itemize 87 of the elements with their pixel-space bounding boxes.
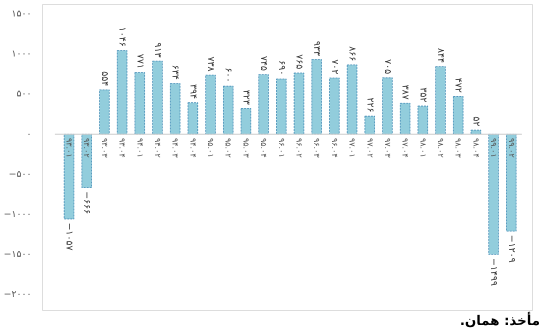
x-tick-label: ۹۸.۰۴ <box>471 138 480 158</box>
data-label: ۱۰۴۶ <box>116 26 128 47</box>
x-tick-label: ۹۹.۰۱ <box>489 138 498 158</box>
data-label: ۲۲۶ <box>364 97 376 112</box>
data-label: ۵۲ <box>470 116 482 126</box>
bar <box>329 78 340 135</box>
bar <box>222 86 234 135</box>
data-label: ۳۸۷ <box>400 84 411 100</box>
data-label: −۱۴۹۹ <box>488 258 500 286</box>
data-label: ۷۰۲ <box>328 59 340 74</box>
bar <box>64 134 74 220</box>
data-label: ۷۴۵ <box>258 56 270 71</box>
bar <box>81 134 92 188</box>
data-label: ۷۶۵ <box>294 54 304 70</box>
data-label: ۳۲۳ <box>240 90 252 105</box>
x-tick-label: ۹۸.۰۱ <box>418 138 428 158</box>
x-tick-label: ۹۴.۰۴ <box>188 138 198 158</box>
x-tick-label: ۹۳.۰۴ <box>118 138 127 158</box>
data-label: ۶۰۰ <box>222 68 234 83</box>
bar <box>364 116 376 135</box>
y-tick-label: −۲۰۰۰ <box>4 288 32 300</box>
y-tick-label: ۱۵۰۰ <box>11 8 32 20</box>
data-label: ۶۳۴ <box>170 64 181 80</box>
y-tick-label: −۱۵۰۰ <box>4 248 32 260</box>
bar <box>488 134 499 255</box>
data-label: ۸۶۶ <box>346 46 358 62</box>
y-tick-label: ۰ <box>26 128 32 140</box>
y-tick-label: −۱۰۰۰ <box>4 208 32 220</box>
x-tick-label: ۹۴.۰۱ <box>135 138 144 158</box>
bar <box>258 74 269 135</box>
x-tick-label: ۹۶.۰۴ <box>330 138 339 158</box>
x-tick-label: ۹۷.۰۳ <box>382 138 392 158</box>
y-tick-label: ۱۰۰۰ <box>11 48 32 60</box>
bar <box>205 74 216 135</box>
data-label: −۱۲۰۹ <box>506 234 517 263</box>
x-tick-label: ۹۸.۰۲ <box>436 138 446 158</box>
data-label: ۶۹۰ <box>276 60 287 76</box>
y-tick-label: ۵۰۰ <box>16 88 32 100</box>
bar <box>134 72 146 135</box>
data-label: ۳۵۲ <box>417 87 428 102</box>
x-tick-label: ۹۷.۰۴ <box>400 138 410 158</box>
bar <box>311 59 322 135</box>
bar <box>188 102 198 135</box>
x-tick-label: ۹۵.۰۳ <box>241 138 250 158</box>
x-tick-label: ۹۳.۰۳ <box>100 138 109 158</box>
data-label: ۵۵۴ <box>98 71 110 86</box>
data-label: ۷۰۵ <box>382 59 393 74</box>
bar <box>382 77 393 135</box>
bar <box>240 108 252 135</box>
y-tick-label: −۵۰۰ <box>8 168 32 180</box>
bar <box>99 89 110 135</box>
bar <box>276 78 287 135</box>
x-tick-label: ۹۸.۰۳ <box>454 138 463 158</box>
data-label: ۴۷۲ <box>452 78 464 93</box>
bar <box>152 60 163 135</box>
data-label: ۹۳۳ <box>311 40 322 56</box>
x-tick-label: ۹۴.۰۲ <box>152 138 162 158</box>
bar <box>346 64 358 135</box>
bar <box>294 72 304 135</box>
x-tick-label: ۹۵.۰۴ <box>259 138 268 158</box>
x-tick-label: ۹۷.۰۱ <box>348 138 357 158</box>
data-label: ۷۳۸ <box>205 56 216 72</box>
bar <box>116 50 128 135</box>
bar <box>506 134 517 232</box>
bar <box>452 96 464 135</box>
bar <box>470 130 482 135</box>
x-tick-label: ۹۵.۰۱ <box>206 138 216 158</box>
x-tick-label: ۹۳.۰۱ <box>64 138 74 158</box>
data-label: ۸۴۴ <box>435 48 446 63</box>
x-tick-label: ۹۵.۰۲ <box>224 138 233 158</box>
data-label: −۶۶۶ <box>81 191 92 214</box>
bar <box>400 102 410 135</box>
data-label: ۳۹۴ <box>187 84 198 100</box>
x-tick-label: ۹۶.۰۳ <box>312 138 322 158</box>
x-tick-label: ۹۳.۰۲ <box>82 138 92 158</box>
bar <box>435 66 446 135</box>
x-tick-label: ۹۷.۰۲ <box>365 138 374 158</box>
data-label: −۱۰۵۷ <box>64 222 75 250</box>
text: مأخذ: همان. <box>460 312 540 328</box>
x-tick-label: ۹۹.۰۲ <box>506 138 516 158</box>
data-label: ۷۷۱ <box>134 54 146 69</box>
bar <box>170 83 180 135</box>
x-tick-label: ۹۶.۰۱ <box>276 138 286 158</box>
data-label: ۹۱۳ <box>152 42 163 58</box>
x-tick-label: ۹۶.۰۲ <box>294 138 304 158</box>
bar <box>418 106 428 135</box>
x-tick-label: ۹۴.۰۳ <box>170 138 180 158</box>
